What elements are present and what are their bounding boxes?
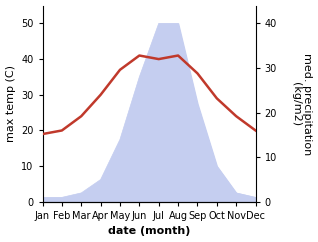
Y-axis label: max temp (C): max temp (C) <box>5 65 16 142</box>
Y-axis label: med. precipitation
(kg/m2): med. precipitation (kg/m2) <box>291 53 313 155</box>
X-axis label: date (month): date (month) <box>108 227 190 236</box>
